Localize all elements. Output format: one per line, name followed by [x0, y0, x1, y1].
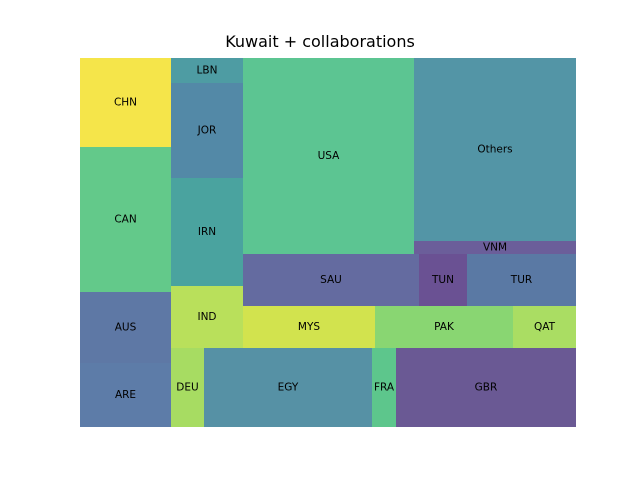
treemap-label-chn: CHN: [114, 97, 137, 109]
treemap-cell-sau: [243, 254, 419, 306]
treemap-cell-jor: [171, 83, 243, 178]
treemap-cell-fra: [372, 348, 396, 427]
treemap-label-others: Others: [477, 144, 512, 156]
treemap-label-are: ARE: [115, 389, 136, 401]
treemap-cell-others: [414, 58, 576, 241]
treemap-label-sau: SAU: [320, 274, 342, 286]
treemap-label-vnm: VNM: [483, 242, 507, 254]
treemap-label-qat: QAT: [534, 321, 556, 333]
treemap-cell-mys: [243, 306, 375, 348]
treemap-label-jor: JOR: [197, 125, 217, 137]
treemap-label-aus: AUS: [115, 322, 137, 334]
treemap-cell-chn: [80, 58, 171, 147]
treemap-label-ind: IND: [197, 311, 216, 323]
treemap-label-mys: MYS: [298, 321, 320, 333]
treemap-cell-can: [80, 147, 171, 292]
treemap-cell-qat: [513, 306, 576, 348]
treemap-label-tun: TUN: [431, 274, 454, 286]
treemap-label-lbn: LBN: [197, 65, 218, 77]
chart-title: Kuwait + collaborations: [225, 32, 415, 51]
treemap-label-egy: EGY: [278, 382, 299, 394]
treemap-cell-lbn: [171, 58, 243, 83]
treemap-cell-tur: [467, 254, 576, 306]
treemap-cell-aus: [80, 292, 171, 363]
treemap-cell-gbr: [396, 348, 576, 427]
treemap-cell-egy: [204, 348, 372, 427]
treemap-label-fra: FRA: [374, 382, 395, 394]
treemap-label-gbr: GBR: [475, 382, 498, 394]
treemap-cell-are: [80, 363, 171, 427]
treemap-label-pak: PAK: [434, 321, 455, 333]
treemap-cell-ind: [171, 286, 243, 348]
treemap-label-usa: USA: [318, 150, 341, 162]
treemap-cell-pak: [375, 306, 513, 348]
treemap-label-deu: DEU: [176, 382, 198, 394]
treemap-label-irn: IRN: [198, 226, 216, 238]
treemap-cell-deu: [171, 348, 204, 427]
treemap-label-can: CAN: [114, 214, 136, 226]
treemap-cell-vnm: [414, 241, 576, 254]
treemap-label-tur: TUR: [510, 274, 532, 286]
treemap-cell-irn: [171, 178, 243, 286]
treemap-cell-tun: [419, 254, 467, 306]
treemap-cell-usa: [243, 58, 414, 254]
